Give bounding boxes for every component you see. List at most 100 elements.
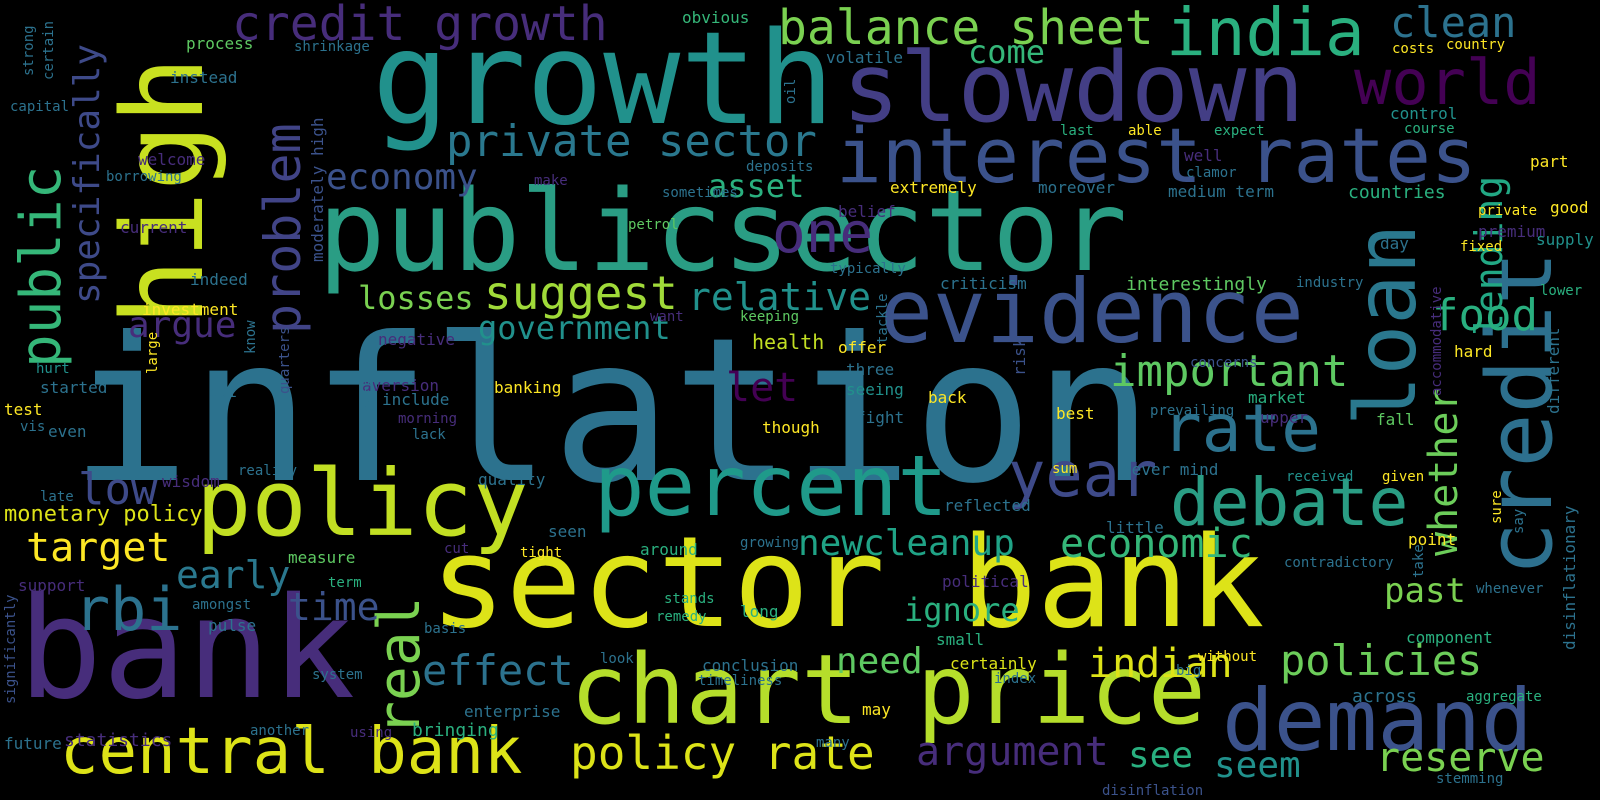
word-india: india [1166, 0, 1365, 71]
word-disinflationary: disinflationary [1560, 505, 1579, 651]
word-typically: typically [830, 261, 906, 277]
word-percent: percent [594, 437, 949, 535]
word-countries: countries [1348, 182, 1446, 203]
word-bank: bank [18, 568, 356, 731]
word-include: include [382, 390, 450, 409]
word-argue: argue [128, 305, 237, 346]
word-expect: expect [1214, 123, 1265, 139]
word-credit-growth: credit growth [232, 0, 608, 52]
word-newcleanup: newcleanup [798, 523, 1015, 564]
word-interest-rates: interest rates [836, 111, 1477, 200]
word-current: current [120, 218, 188, 237]
word-seen: seen [548, 522, 587, 541]
word-though: though [762, 418, 820, 437]
word-monetary-policy: monetary policy [4, 502, 203, 527]
word-hard: hard [1454, 342, 1493, 361]
word-make: make [534, 173, 568, 189]
word-fixed: fixed [1460, 239, 1503, 255]
word-costs: costs [1392, 41, 1435, 57]
word-banking: banking [494, 378, 562, 397]
word-seeing: seeing [846, 380, 904, 399]
word-problem: problem [254, 123, 312, 334]
word-say: say [1511, 508, 1527, 534]
word-see: see [1128, 735, 1194, 776]
word-late: late [40, 489, 74, 505]
word-clamor: clamor [1186, 165, 1237, 181]
word-statistics: statistics [64, 730, 173, 751]
word-stemming: stemming [1436, 771, 1504, 787]
word-course: course [1404, 121, 1455, 137]
word-know: know [243, 320, 259, 354]
word-stands: stands [664, 591, 715, 607]
word-public-sector: publicsector [318, 167, 1128, 297]
word-around: around [640, 540, 698, 559]
word-able: able [1128, 123, 1162, 139]
word-tackle: tackle [875, 293, 891, 344]
word-contradictory: contradictory [1284, 555, 1394, 571]
word-rate: rate [1162, 390, 1321, 467]
word-world: world [1354, 46, 1541, 119]
word-little: little [1106, 518, 1164, 537]
word-aversion: aversion [362, 376, 440, 395]
word-come: come [968, 33, 1046, 71]
word-suggest: suggest [484, 266, 678, 320]
word-term: term [328, 575, 362, 591]
word-reflected: reflected [944, 496, 1031, 515]
word-premium: premium [1478, 222, 1546, 241]
word-three: three [846, 360, 895, 379]
word-important: important [1110, 346, 1349, 397]
word-part: part [1530, 152, 1569, 171]
word-certainly: certainly [950, 654, 1037, 673]
word-seem: seem [1214, 745, 1301, 786]
word-different: different [1544, 327, 1563, 414]
word-welcome: welcome [138, 150, 206, 169]
word-asset: asset [708, 167, 805, 205]
word-upper: upper [1260, 408, 1309, 427]
word-country: country [1446, 37, 1506, 53]
word-last: last [1060, 123, 1094, 139]
word-morning: morning [398, 411, 458, 427]
word-investment: investment [142, 300, 239, 319]
word-data: data [361, 378, 377, 412]
word-large: large [145, 331, 161, 374]
word-cut: cut [444, 541, 470, 557]
word-need: need [836, 641, 923, 682]
word-shrinkage: shrinkage [294, 39, 370, 55]
word-prevailing: prevailing [1150, 403, 1235, 419]
word-private-sector: private sector [446, 116, 817, 167]
word-interestingly: interestingly [1126, 274, 1267, 295]
word-sum: sum [1052, 461, 1078, 477]
word-indeed: indeed [190, 270, 248, 289]
word-future: future [4, 734, 62, 753]
word-process: process [186, 34, 254, 53]
word-risk: risk [1010, 337, 1029, 376]
word-debate: debate [1170, 464, 1409, 541]
word-central-bank: central bank [60, 715, 523, 789]
word-industry: industry [1296, 275, 1364, 291]
word-across: across [1352, 686, 1418, 707]
word-instead: instead [170, 68, 238, 87]
word-best: best [1056, 404, 1095, 423]
word-enterprise: enterprise [464, 702, 561, 721]
word-index: index [994, 671, 1037, 687]
word-reserve: reserve [1376, 735, 1545, 781]
word-cpi: cpi [208, 382, 237, 401]
word-offer: offer [838, 338, 887, 357]
word-amongst: amongst [192, 597, 252, 613]
word-small: small [936, 630, 985, 649]
word-slowdown: slowdown [842, 32, 1305, 144]
word-pulse: pulse [208, 616, 257, 635]
word-evidence: evidence [880, 260, 1304, 363]
word-low: low [78, 464, 158, 515]
word-quality: quality [478, 470, 546, 489]
word-supply: supply [1536, 230, 1594, 249]
word-take: take [1411, 544, 1427, 578]
word-inflation: inflation [70, 295, 1154, 528]
word-health: health [752, 330, 825, 354]
word-certain: certain [41, 20, 57, 80]
word-even: even [48, 422, 87, 441]
word-measure: measure [288, 548, 356, 567]
word-remedy: remedy [656, 609, 707, 625]
word-fall: fall [1376, 410, 1415, 429]
